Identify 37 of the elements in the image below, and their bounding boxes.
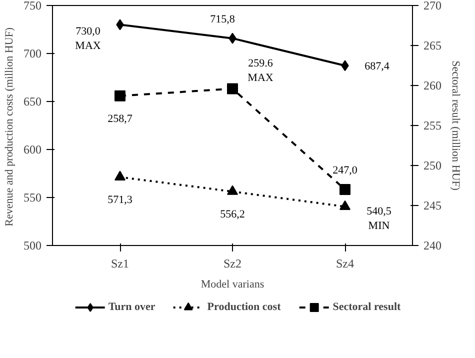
point [227, 83, 238, 94]
legend-label: Production cost [207, 301, 281, 313]
y2-axis-title: Sectoral result (million HUF) [450, 60, 462, 191]
data-label: 556,2 [220, 208, 245, 221]
y2-tick-label: 270 [424, 0, 442, 12]
y-tick-label: 750 [24, 0, 42, 12]
y2-tick-label: 260 [424, 78, 442, 92]
data-label: 540,5 MIN [366, 205, 392, 232]
data-label: 715,8 [210, 13, 236, 26]
y2-tick-label: 245 [424, 198, 442, 212]
y-tick-label: 600 [24, 142, 42, 156]
y-axis-title: Revenue and production costs (million HUF) [4, 27, 16, 226]
point [227, 185, 238, 195]
y2-tick-label: 265 [424, 38, 442, 52]
data-label: 259.6 MAX [248, 58, 274, 84]
data-label: 687,4 [364, 60, 390, 73]
x-tick-label: Sz2 [224, 256, 242, 270]
legend-label: Turn over [108, 301, 156, 313]
y-tick-label: 700 [24, 46, 42, 60]
x-tick-label: Sz4 [336, 256, 354, 270]
y2-tick-label: 240 [424, 238, 442, 252]
point [340, 184, 350, 195]
x-axis-title: Model varians [200, 278, 264, 290]
y2-tick-label: 255 [424, 118, 442, 132]
data-label: 730,0 MAX [75, 26, 101, 52]
y-tick-label: 500 [24, 238, 42, 252]
y-tick-label: 550 [24, 190, 42, 204]
y2-tick-label: 250 [424, 158, 442, 172]
point [114, 90, 126, 102]
point [340, 200, 350, 210]
data-label: 258,7 [108, 112, 133, 125]
data-label: 571,3 [108, 194, 133, 206]
point [114, 170, 126, 180]
y-tick-label: 650 [24, 94, 42, 108]
data-label: 247,0 [332, 164, 358, 176]
legend-label: Sectoral result [332, 301, 401, 313]
x-tick-label: Sz1 [111, 256, 129, 270]
